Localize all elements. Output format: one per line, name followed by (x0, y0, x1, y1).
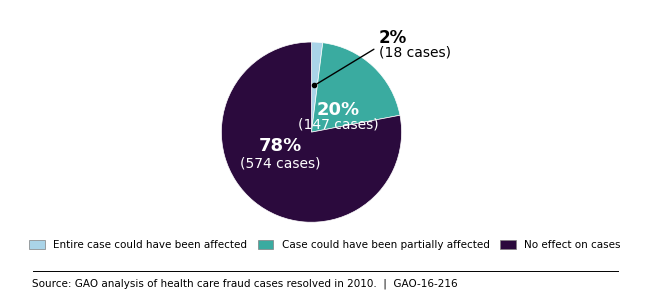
Wedge shape (222, 42, 402, 222)
Wedge shape (311, 43, 400, 132)
Wedge shape (311, 42, 323, 132)
Text: 20%: 20% (317, 101, 360, 119)
Text: 2%: 2% (317, 29, 408, 84)
Text: (574 cases): (574 cases) (240, 157, 320, 171)
Text: (18 cases): (18 cases) (379, 46, 451, 60)
Text: (147 cases): (147 cases) (298, 118, 379, 132)
Legend: Entire case could have been affected, Case could have been partially affected, N: Entire case could have been affected, Ca… (25, 236, 625, 254)
Text: Source: GAO analysis of health care fraud cases resolved in 2010.  |  GAO-16-216: Source: GAO analysis of health care frau… (32, 278, 458, 289)
Text: 78%: 78% (258, 137, 302, 155)
